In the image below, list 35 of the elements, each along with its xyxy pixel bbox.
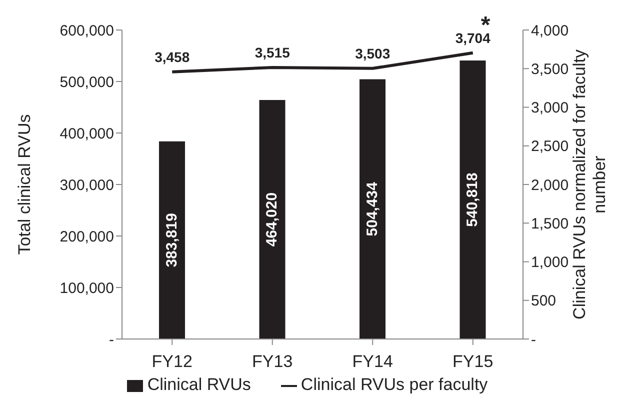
y2-tick-label: 1,000 bbox=[531, 254, 569, 272]
y-tick-label: 200,000 bbox=[60, 228, 114, 246]
y-tick-label: - bbox=[109, 331, 114, 348]
data-label: 464,020 bbox=[264, 192, 281, 247]
x-tick-label: FY15 bbox=[452, 352, 494, 372]
y2-axis-title: Clinical RVUs normalized for faculty number bbox=[570, 49, 609, 320]
y-tick-label: 500,000 bbox=[60, 74, 114, 91]
y-tick-label: 400,000 bbox=[60, 125, 114, 142]
y2-tick-label: 2,500 bbox=[531, 138, 569, 156]
y2-tick-label: 3,000 bbox=[531, 100, 569, 117]
y-axis-title: Total clinical RVUs bbox=[15, 114, 34, 255]
data-label: 383,819 bbox=[164, 213, 180, 268]
bar bbox=[360, 79, 386, 339]
y2-tick-label: 1,500 bbox=[531, 215, 569, 232]
data-label: 540,818 bbox=[464, 172, 482, 227]
x-tick-label: FY13 bbox=[252, 352, 293, 372]
data-label: 3,458 bbox=[154, 48, 190, 65]
y-tick-label: 600,000 bbox=[60, 22, 114, 40]
legend-label: Clinical RVUs bbox=[147, 375, 251, 394]
x-tick-label: FY12 bbox=[152, 352, 192, 372]
x-tick-label: FY14 bbox=[352, 352, 393, 372]
bar bbox=[460, 60, 486, 339]
y2-tick-label: 3,500 bbox=[531, 60, 569, 78]
y-tick-label: 300,000 bbox=[60, 176, 114, 194]
data-label: 3,503 bbox=[355, 45, 390, 62]
y-tick-label: 100,000 bbox=[60, 280, 114, 297]
data-label: 504,434 bbox=[364, 181, 381, 236]
y2-tick-label: 4,000 bbox=[531, 22, 569, 40]
bar bbox=[159, 141, 185, 339]
y2-tick-label: - bbox=[531, 331, 536, 348]
y2-tick-label: 2,000 bbox=[531, 176, 569, 194]
data-label: 3,515 bbox=[254, 44, 290, 60]
bar bbox=[259, 100, 286, 339]
y2-tick-label: 500 bbox=[531, 292, 556, 310]
legend-label: Clinical RVUs per faculty bbox=[300, 375, 488, 394]
